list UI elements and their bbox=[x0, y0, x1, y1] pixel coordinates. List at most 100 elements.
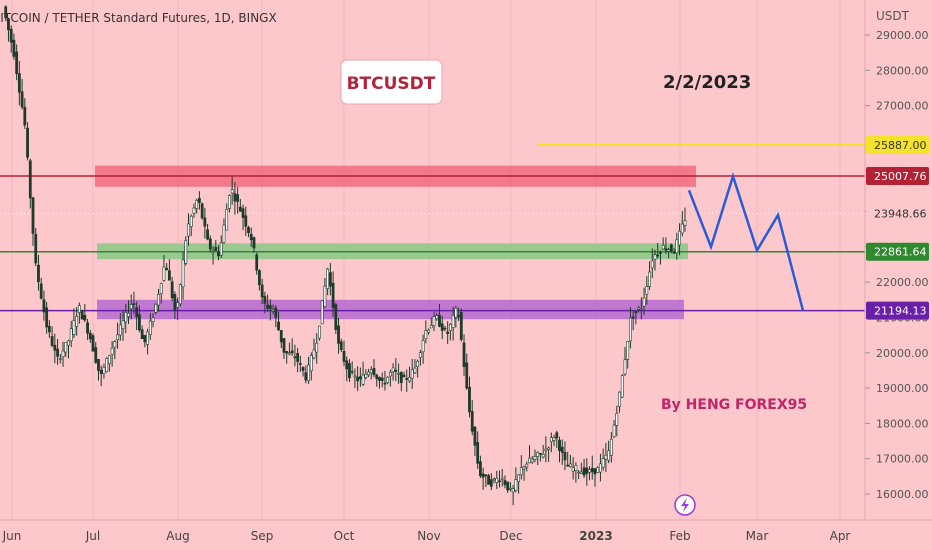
price-labels: 25887.00 25007.76 23948.66 22861.64 21194.13 bbox=[866, 135, 929, 320]
candle-body bbox=[473, 426, 477, 446]
candle-body bbox=[75, 316, 79, 327]
candle-body bbox=[129, 304, 133, 310]
time-tick-jul: Jul bbox=[85, 529, 100, 543]
candle-body bbox=[579, 471, 583, 474]
candle-body bbox=[410, 369, 414, 379]
candle-body bbox=[9, 28, 13, 43]
candle-body bbox=[639, 308, 643, 311]
candle-body bbox=[195, 200, 199, 209]
candle-body bbox=[80, 310, 84, 320]
btcusdt-badge[interactable]: BTCUSDT bbox=[340, 59, 443, 105]
candle-body bbox=[440, 323, 444, 331]
candle-body bbox=[506, 481, 510, 491]
candle-body bbox=[211, 250, 215, 253]
candle-body bbox=[72, 320, 76, 335]
candle-body bbox=[39, 283, 43, 299]
candle-body bbox=[315, 342, 319, 353]
candle-body bbox=[219, 242, 223, 256]
candle-body bbox=[178, 284, 182, 305]
price-label-box bbox=[866, 242, 929, 261]
candle-body bbox=[230, 189, 234, 194]
time-tick-oct: Oct bbox=[334, 529, 355, 543]
candle-body bbox=[274, 307, 278, 318]
price-label-box bbox=[866, 204, 929, 223]
candle-body bbox=[530, 458, 534, 463]
candle-body bbox=[339, 341, 343, 350]
candle-body bbox=[536, 452, 540, 457]
projection-path bbox=[687, 172, 805, 311]
price-label-text: 22861.64 bbox=[874, 246, 927, 259]
candle-body bbox=[585, 467, 589, 474]
candle-body bbox=[176, 302, 179, 308]
author-annotation: By HENG FOREX95 bbox=[661, 397, 807, 413]
candle-body bbox=[45, 307, 49, 328]
candle-body bbox=[375, 374, 379, 380]
price-label-text: 21194.13 bbox=[874, 305, 927, 318]
candle-body bbox=[459, 312, 463, 340]
candle-body bbox=[438, 314, 441, 327]
candle-body bbox=[165, 267, 169, 271]
candle-body bbox=[116, 334, 119, 341]
candle-body bbox=[12, 39, 16, 57]
time-tick-apr: Apr bbox=[830, 529, 851, 543]
candle-body bbox=[541, 453, 545, 458]
candle-body bbox=[470, 411, 474, 432]
price-tick-label: 16000.00 bbox=[876, 488, 929, 501]
candle-body bbox=[522, 466, 526, 470]
candle-body bbox=[620, 375, 624, 398]
candle-body bbox=[268, 305, 272, 310]
candle-body bbox=[416, 360, 420, 367]
candle-body bbox=[146, 331, 149, 345]
candle-body bbox=[571, 467, 575, 472]
candle-body bbox=[593, 468, 597, 475]
candle-body bbox=[192, 207, 196, 214]
candle-body bbox=[140, 329, 144, 339]
candle-body bbox=[372, 368, 376, 376]
candle-body bbox=[653, 254, 657, 260]
candle-body bbox=[247, 227, 250, 234]
price-tick-label: 20000.00 bbox=[876, 347, 929, 360]
candle-body bbox=[552, 437, 556, 441]
candle-body bbox=[427, 329, 430, 333]
candle-body bbox=[345, 360, 349, 370]
candle-body bbox=[331, 282, 335, 309]
candle-body bbox=[206, 229, 210, 240]
price-tick-label: 18000.00 bbox=[876, 417, 929, 430]
candle-body bbox=[481, 473, 485, 478]
candle-body bbox=[618, 391, 621, 407]
candle-body bbox=[353, 375, 357, 378]
flash-icon[interactable] bbox=[674, 494, 696, 516]
time-axis-ticks[interactable]: Jun Jul Aug Sep Oct Nov Dec 2023 Feb Mar Apr bbox=[2, 529, 851, 543]
candle-body bbox=[478, 461, 482, 477]
candle-body bbox=[17, 73, 21, 93]
candle-body bbox=[86, 322, 89, 334]
zone-lower[interactable] bbox=[97, 299, 684, 320]
candle-body bbox=[367, 371, 370, 376]
candle-body bbox=[388, 371, 392, 377]
candle-body bbox=[454, 307, 458, 318]
candle-body bbox=[667, 249, 671, 252]
candle-body bbox=[127, 312, 130, 317]
candle-body bbox=[544, 448, 548, 451]
candle-body bbox=[249, 233, 253, 241]
candle-body bbox=[555, 432, 559, 439]
price-tick-label: 19000.00 bbox=[876, 382, 929, 395]
candle-body bbox=[23, 106, 27, 126]
candle-body bbox=[358, 376, 362, 380]
candle-body bbox=[569, 463, 572, 467]
forecast-path[interactable] bbox=[687, 172, 805, 311]
price-tick-label: 17000.00 bbox=[876, 453, 929, 466]
candle-body bbox=[421, 340, 425, 353]
candle-body bbox=[683, 220, 687, 226]
candle-body bbox=[599, 463, 602, 473]
price-label-text: 25887.00 bbox=[874, 139, 927, 152]
price-label-box bbox=[866, 301, 929, 320]
candle-body bbox=[91, 335, 95, 352]
candle-body bbox=[228, 195, 231, 209]
candle-body bbox=[203, 217, 207, 227]
candle-body bbox=[519, 467, 523, 476]
candle-body bbox=[337, 325, 340, 344]
candle-body bbox=[607, 450, 611, 461]
candle-body bbox=[293, 356, 297, 359]
